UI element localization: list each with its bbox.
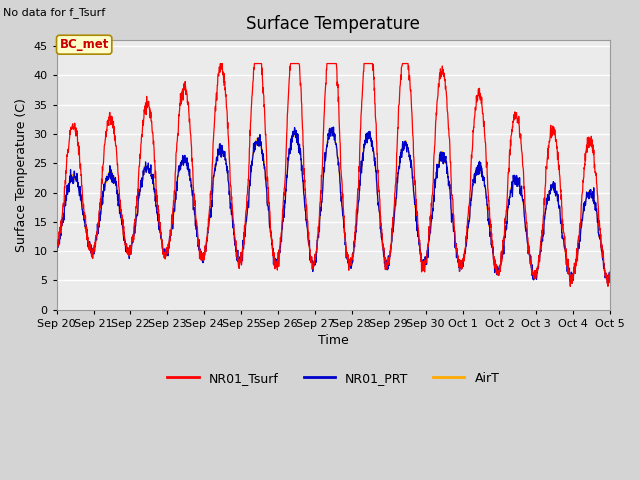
AirT	[81, 221, 89, 227]
NR01_PRT	[322, 155, 330, 160]
Title: Surface Temperature: Surface Temperature	[246, 15, 420, 33]
NR01_PRT	[568, 280, 576, 286]
AirT	[328, 125, 335, 131]
NR01_Tsurf	[53, 242, 61, 248]
Line: AirT: AirT	[57, 128, 610, 282]
NR01_PRT	[330, 124, 337, 130]
NR01_PRT	[81, 220, 89, 226]
AirT	[53, 243, 61, 249]
NR01_PRT	[591, 198, 598, 204]
NR01_Tsurf	[308, 256, 316, 262]
Legend: NR01_Tsurf, NR01_PRT, AirT: NR01_Tsurf, NR01_PRT, AirT	[163, 367, 504, 390]
NR01_Tsurf	[323, 81, 330, 87]
NR01_PRT	[307, 258, 315, 264]
Text: BC_met: BC_met	[60, 38, 109, 51]
NR01_Tsurf	[216, 60, 224, 66]
NR01_PRT	[591, 198, 598, 204]
Text: No data for f_Tsurf: No data for f_Tsurf	[3, 7, 106, 18]
Line: NR01_PRT: NR01_PRT	[57, 127, 610, 283]
NR01_Tsurf	[591, 161, 598, 167]
NR01_Tsurf	[566, 284, 574, 289]
AirT	[604, 279, 612, 285]
AirT	[590, 199, 598, 205]
NR01_PRT	[606, 271, 614, 276]
X-axis label: Time: Time	[318, 335, 349, 348]
AirT	[591, 201, 598, 206]
NR01_Tsurf	[591, 165, 598, 170]
Y-axis label: Surface Temperature (C): Surface Temperature (C)	[15, 98, 28, 252]
NR01_Tsurf	[606, 269, 614, 275]
AirT	[307, 258, 315, 264]
NR01_PRT	[53, 243, 61, 249]
NR01_PRT	[489, 250, 497, 256]
Line: NR01_Tsurf: NR01_Tsurf	[57, 63, 610, 287]
AirT	[606, 275, 614, 280]
AirT	[322, 151, 330, 156]
NR01_Tsurf	[489, 243, 497, 249]
NR01_Tsurf	[81, 214, 89, 220]
AirT	[489, 250, 497, 256]
